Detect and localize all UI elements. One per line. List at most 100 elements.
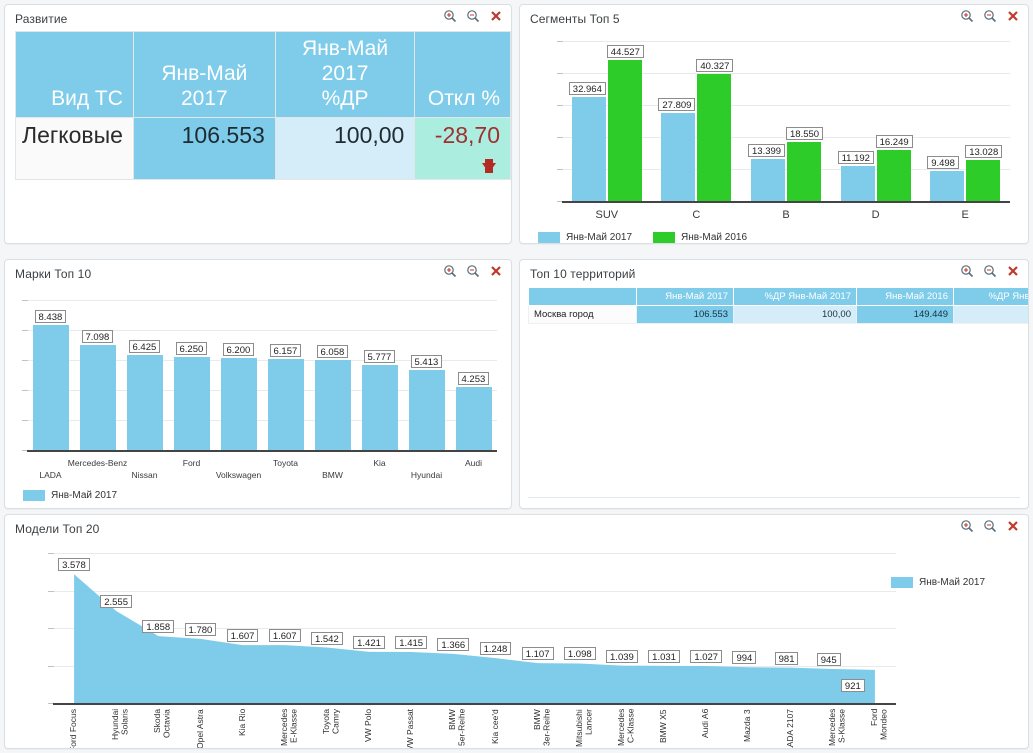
category-label: Mercedes-Benz [67,458,128,468]
zoom-out-icon[interactable] [466,264,480,278]
data-label: 6.250 [175,342,208,355]
bar-2017[interactable] [751,159,785,201]
zoom-out-icon[interactable] [466,9,480,23]
legend-item-2016[interactable]: Янв-Май 2016 [653,232,747,243]
gridline [53,553,896,554]
close-icon[interactable] [1006,519,1020,533]
col-header-vehicle-type[interactable]: Вид ТС [15,31,134,118]
col-header-blank[interactable] [528,287,637,306]
category-label: BMW X5 [658,709,669,748]
table-row[interactable]: Легковые 106.553 100,00 -28,70 [15,117,511,180]
trend-down-icon [482,159,496,173]
bar-2017[interactable] [126,355,163,450]
category-label-line: C-Klasse [625,709,636,744]
grid-tick [48,628,54,629]
data-label: 1.031 [648,649,680,663]
category-label: BMW 5er-Reihe [447,709,467,748]
cell-share-2016: 100,00 [953,305,1028,324]
close-icon[interactable] [1006,264,1020,278]
col-header-share-2016[interactable]: %ДР Янв-Май 2016 [953,287,1028,306]
data-label: 1.107 [521,647,554,661]
data-label: 1.039 [606,649,638,663]
zoom-in-icon[interactable] [960,519,974,533]
bar-2017[interactable] [173,357,210,450]
grid-tick [22,390,28,391]
bar-2017[interactable] [267,359,304,450]
legend-item-2017[interactable]: Янв-Май 2017 [23,490,117,501]
models-area-series[interactable] [53,553,896,705]
col-header-jan-may-2017[interactable]: Янв-Май 2017 [636,287,734,306]
header-line: Вид ТС [51,87,123,110]
category-label-line: LADA 2107 [784,709,795,749]
category-label-line: S-Klasse [836,709,847,744]
data-label: 1.780 [184,622,217,636]
data-label: 5.777 [363,350,396,363]
bar-2017[interactable] [314,360,351,450]
category-label-line: Octavia [161,709,172,738]
col-header-deviation[interactable]: Откл % [414,31,511,118]
bar-2017[interactable] [455,387,492,450]
panel-territories: Топ 10 территорий Ян [519,259,1029,509]
bar-2017[interactable] [661,113,696,201]
close-icon[interactable] [1006,9,1020,23]
grid-tick [22,450,28,451]
zoom-out-icon[interactable] [983,264,997,278]
zoom-out-icon[interactable] [983,9,997,23]
category-label: Mitsubishi Lancer [574,709,594,748]
segments-legend: Янв-Май 2017 Янв-Май 2016 [538,232,761,243]
data-label: 1.858 [142,620,175,634]
bar-2016[interactable] [876,150,911,201]
bar-2017[interactable] [930,171,965,201]
legend-item-2017[interactable]: Янв-Май 2017 [538,232,632,243]
bar-2017[interactable] [79,345,116,450]
col-header-jan-may-2017[interactable]: Янв-Май 2017 [132,31,276,118]
category-label-line: Kia Rio [236,709,247,737]
gridline [53,591,896,592]
close-icon[interactable] [489,264,503,278]
zoom-out-icon[interactable] [983,519,997,533]
bar-2017[interactable] [32,325,69,450]
zoom-in-icon[interactable] [960,9,974,23]
bar-2017[interactable] [361,365,398,450]
data-label: 2.555 [100,595,132,609]
grid-tick [22,420,28,421]
bar-2016[interactable] [787,142,821,201]
zoom-in-icon[interactable] [443,264,457,278]
category-label: BMW 3er-Reihe [531,709,552,748]
legend-label-2017: Янв-Май 2017 [566,232,633,243]
bar-2017[interactable] [408,370,445,450]
grid-tick [22,360,28,361]
legend-item-2017[interactable]: Янв-Май 2017 [891,577,985,588]
bar-2016[interactable] [697,74,732,201]
col-header-jan-may-2016[interactable]: Янв-Май 2016 [856,287,954,306]
panel-header: Развитие [5,5,511,29]
zoom-in-icon[interactable] [960,264,974,278]
bar-2017[interactable] [220,358,257,450]
category-label-line: Solaris [119,709,130,735]
close-icon[interactable] [489,9,503,23]
gridline [562,105,1010,106]
gridline [27,300,497,301]
bar-2016[interactable] [607,60,642,201]
category-label: SUV [595,209,619,221]
table-row[interactable]: Москва город 106.553 100,00 149.449 100,… [528,305,1028,324]
cell-value-2017: 106.553 [636,305,734,324]
category-label: LADA [39,470,62,480]
col-header-jan-may-2017-share[interactable]: Янв-Май 2017 %ДР [274,31,416,118]
category-label-line: Lancer [583,709,594,735]
bar-2017[interactable] [571,97,606,201]
zoom-in-icon[interactable] [443,9,457,23]
gridline [27,330,497,331]
data-label-2017: 27.809 [658,98,696,111]
header-line: Откл % [427,87,500,110]
models-plot-area: 3.578 2.555 1.858 1.780 1.607 1.607 1.542 1.421… [48,553,896,705]
bar-2016[interactable] [966,160,1001,201]
header-line: Янв-Май [302,37,389,60]
category-label-line: Mercedes [278,709,289,747]
category-label-line: BMW [531,709,542,730]
bar-2017[interactable] [840,166,875,201]
category-label: Mercedes E-Klasse [278,709,299,748]
col-header-share-2017[interactable]: %ДР Янв-Май 2017 [733,287,857,306]
panel-body: 3.578 2.555 1.858 1.780 1.607 1.607 1.542 1.421… [5,539,1028,748]
gridline [27,390,497,391]
